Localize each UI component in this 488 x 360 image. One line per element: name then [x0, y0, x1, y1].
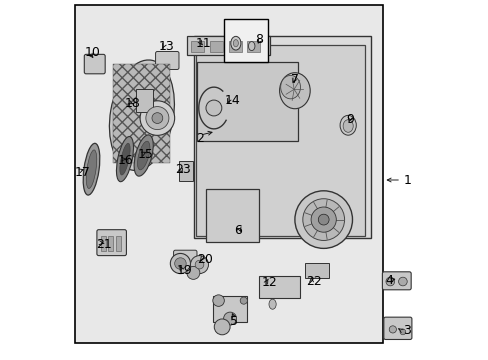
Circle shape: [294, 191, 352, 248]
Text: 17: 17: [75, 166, 90, 179]
Ellipse shape: [86, 150, 97, 189]
Bar: [247, 41, 260, 52]
Text: 9: 9: [346, 113, 353, 126]
Circle shape: [152, 113, 163, 123]
Circle shape: [223, 312, 236, 325]
Bar: [209, 41, 223, 52]
Ellipse shape: [109, 60, 174, 170]
Text: 8: 8: [255, 33, 263, 46]
Text: 2: 2: [196, 132, 203, 145]
Circle shape: [145, 107, 168, 130]
Text: 22: 22: [306, 275, 322, 288]
Circle shape: [302, 199, 344, 240]
Text: 11: 11: [196, 37, 211, 50]
Bar: [197, 62, 297, 141]
Bar: [205, 189, 258, 242]
Ellipse shape: [248, 41, 254, 50]
Ellipse shape: [279, 73, 309, 109]
Circle shape: [140, 101, 174, 135]
Text: 5: 5: [230, 315, 238, 328]
Bar: [75, 5, 383, 343]
Ellipse shape: [268, 299, 276, 309]
Text: 14: 14: [224, 94, 240, 107]
Circle shape: [318, 214, 328, 225]
Text: 19: 19: [177, 264, 192, 277]
FancyBboxPatch shape: [173, 250, 197, 268]
Bar: [212, 296, 246, 322]
Ellipse shape: [83, 143, 100, 195]
Circle shape: [310, 207, 336, 232]
Text: 15: 15: [137, 148, 153, 161]
Circle shape: [398, 277, 407, 286]
Text: 1: 1: [403, 174, 411, 186]
Ellipse shape: [134, 135, 153, 176]
Circle shape: [174, 258, 186, 269]
Text: 10: 10: [84, 46, 100, 59]
Text: 23: 23: [175, 163, 191, 176]
Bar: [223, 19, 267, 62]
Bar: [305, 263, 329, 278]
Circle shape: [186, 266, 200, 279]
Text: 13: 13: [159, 40, 174, 53]
Circle shape: [190, 256, 208, 274]
Text: 18: 18: [125, 97, 141, 110]
Bar: [258, 276, 300, 298]
Ellipse shape: [120, 143, 130, 175]
Bar: [179, 161, 192, 181]
Ellipse shape: [343, 120, 352, 132]
Bar: [194, 36, 370, 238]
Circle shape: [214, 319, 230, 335]
Circle shape: [212, 295, 224, 306]
Bar: [113, 64, 170, 163]
Text: 12: 12: [261, 276, 277, 289]
FancyBboxPatch shape: [155, 51, 179, 69]
Circle shape: [388, 326, 396, 333]
Ellipse shape: [339, 115, 356, 135]
Text: 6: 6: [234, 224, 242, 237]
Bar: [191, 41, 204, 52]
Text: 21: 21: [96, 238, 112, 251]
Circle shape: [399, 329, 405, 335]
Ellipse shape: [137, 141, 150, 170]
Bar: [136, 89, 152, 112]
Circle shape: [240, 297, 247, 304]
Bar: [228, 41, 241, 52]
FancyBboxPatch shape: [383, 317, 411, 339]
Text: 3: 3: [402, 324, 410, 337]
Text: 7: 7: [291, 73, 299, 86]
Bar: [101, 236, 106, 251]
Text: 4: 4: [385, 274, 393, 287]
Circle shape: [205, 100, 222, 116]
Text: 20: 20: [197, 253, 212, 266]
Bar: [115, 236, 121, 251]
Ellipse shape: [280, 76, 300, 99]
FancyBboxPatch shape: [84, 54, 105, 74]
Ellipse shape: [230, 36, 241, 50]
FancyBboxPatch shape: [382, 272, 410, 290]
Bar: [108, 236, 113, 251]
Bar: [196, 45, 365, 236]
Text: 16: 16: [118, 154, 133, 167]
Circle shape: [385, 277, 394, 286]
Bar: [186, 36, 269, 55]
Ellipse shape: [233, 40, 238, 47]
Ellipse shape: [116, 136, 133, 182]
FancyBboxPatch shape: [97, 230, 126, 256]
Circle shape: [195, 260, 203, 269]
Circle shape: [170, 253, 190, 274]
